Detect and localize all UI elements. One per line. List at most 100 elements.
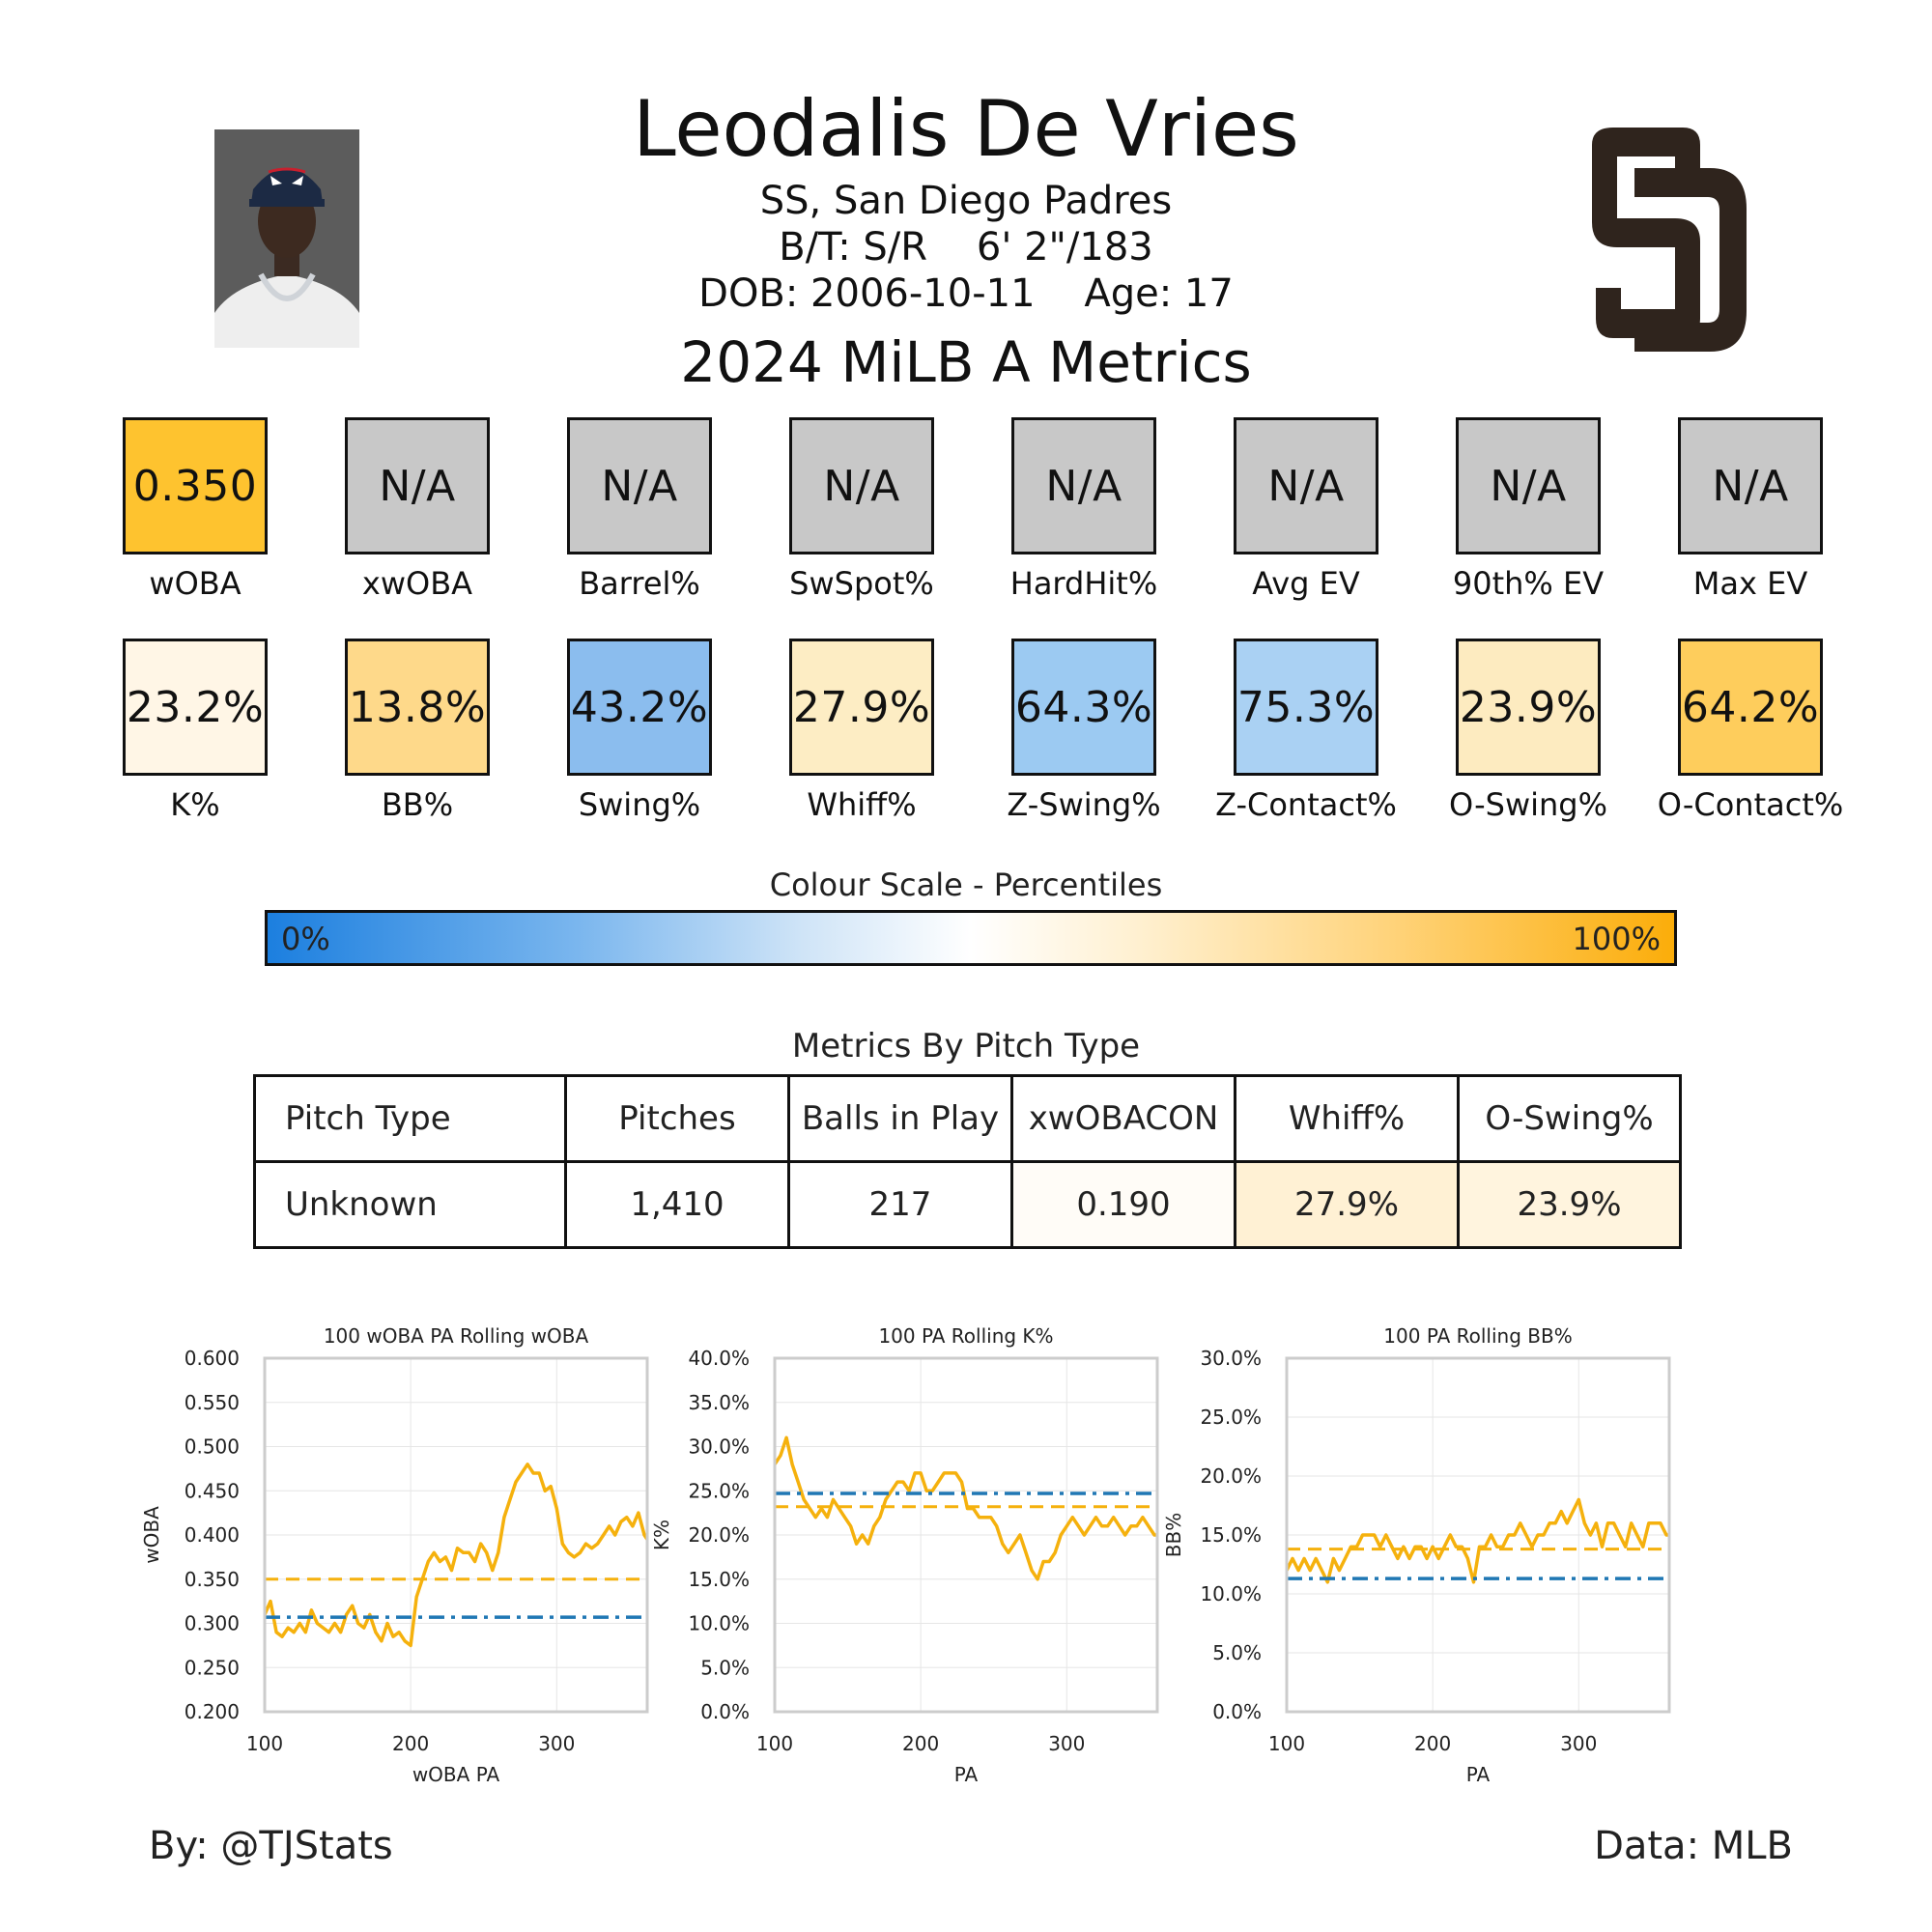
y-tick-label: 0.200 (185, 1700, 240, 1723)
metric-tile: 27.9% Whiff% (765, 639, 958, 824)
y-tick-label: 10.0% (688, 1612, 750, 1635)
header-xwobacon: xwOBACON (1010, 1074, 1236, 1163)
metric-label: Barrel% (579, 565, 700, 602)
x-tick-label: 200 (392, 1732, 429, 1755)
metric-label: 90th% EV (1452, 565, 1605, 602)
y-tick-label: 0.500 (185, 1435, 240, 1459)
metric-value: 23.9% (1456, 639, 1601, 776)
plot-frame (263, 1356, 649, 1714)
x-tick-label: 200 (902, 1732, 939, 1755)
metric-label: Swing% (578, 786, 701, 823)
y-tick-label: 25.0% (688, 1479, 750, 1502)
player-photo (214, 129, 359, 348)
metric-value: N/A (345, 417, 490, 554)
y-tick-label: 15.0% (688, 1568, 750, 1591)
y-tick-label: 30.0% (1200, 1347, 1262, 1370)
x-axis-label: PA (1466, 1763, 1491, 1786)
metric-label: Whiff% (807, 786, 917, 823)
metric-tile: N/A 90th% EV (1432, 417, 1625, 603)
table-header-row: Pitch Type Pitches Balls in Play xwOBACO… (253, 1074, 1682, 1163)
y-tick-label: 0.450 (185, 1479, 240, 1502)
metric-label: xwOBA (361, 565, 473, 602)
header-o-swing: O-Swing% (1457, 1074, 1682, 1163)
chart-title: 100 PA Rolling K% (878, 1324, 1053, 1348)
metric-tile: N/A SwSpot% (765, 417, 958, 603)
y-tick-label: 0.400 (185, 1523, 240, 1547)
cell-pitches: 1,410 (564, 1160, 790, 1249)
y-tick-label: 5.0% (700, 1656, 750, 1679)
metric-tile: 43.2% Swing% (543, 639, 736, 824)
x-tick-label: 100 (1268, 1732, 1305, 1755)
metric-tile: 13.8% BB% (321, 639, 514, 824)
metric-tile: N/A Max EV (1654, 417, 1847, 603)
metric-label: Max EV (1692, 565, 1808, 602)
y-tick-label: 20.0% (688, 1523, 750, 1547)
y-tick-label: 0.250 (185, 1656, 240, 1679)
metric-value: N/A (1678, 417, 1823, 554)
cell-xwobacon: 0.190 (1010, 1160, 1236, 1249)
metric-label: O-Swing% (1449, 786, 1607, 823)
y-tick-label: 0.350 (185, 1568, 240, 1591)
colour-scale-bar: 0% 100% (265, 910, 1677, 966)
x-tick-label: 100 (246, 1732, 283, 1755)
colour-scale-min-label: 0% (281, 921, 330, 957)
y-axis-label: BB% (1162, 1513, 1185, 1557)
player-rolling-line (263, 1463, 649, 1648)
y-tick-label: 0.600 (185, 1347, 240, 1370)
header-whiff: Whiff% (1234, 1074, 1460, 1163)
chart-title: 100 PA Rolling BB% (1383, 1324, 1572, 1348)
metric-label: Z-Swing% (1007, 786, 1161, 823)
metric-value: 27.9% (789, 639, 934, 776)
metric-value: N/A (789, 417, 934, 554)
player-headshot (214, 129, 359, 348)
x-tick-label: 300 (1560, 1732, 1597, 1755)
x-axis-label: wOBA PA (412, 1763, 500, 1786)
rolling-woba-chart: 100 200 300 0.200 0.250 0.300 0.350 0.400 0.450 0… (140, 1324, 649, 1786)
header-balls-in-play: Balls in Play (787, 1074, 1013, 1163)
y-tick-label: 0.0% (700, 1700, 750, 1723)
metric-label: BB% (381, 786, 454, 823)
metric-tile: 23.9% O-Swing% (1432, 639, 1625, 824)
metric-value: 64.3% (1011, 639, 1156, 776)
plot-frame (1285, 1356, 1671, 1714)
footer-credit: By: @TJStats (149, 1824, 393, 1868)
position-team: SS, San Diego Padres (759, 179, 1173, 223)
x-tick-label: 100 (756, 1732, 793, 1755)
metric-value: 0.350 (123, 417, 268, 554)
plot-frame (773, 1356, 1159, 1714)
y-tick-label: 35.0% (688, 1391, 750, 1414)
cell-o-swing: 23.9% (1457, 1160, 1682, 1249)
metric-value: 13.8% (345, 639, 490, 776)
metric-tile: N/A Avg EV (1209, 417, 1403, 603)
y-tick-label: 40.0% (688, 1347, 750, 1370)
y-tick-label: 0.0% (1212, 1700, 1262, 1723)
x-tick-label: 300 (538, 1732, 575, 1755)
table-row: Unknown 1,410 217 0.190 27.9% 23.9% (253, 1160, 1682, 1249)
rolling-bb-chart: 100 200 300 0.0% 5.0% 10.0% 15.0% 20.0% 25.0% 30.… (1162, 1324, 1671, 1786)
y-axis-label: wOBA (140, 1506, 163, 1564)
metric-tile: 64.3% Z-Swing% (987, 639, 1180, 824)
dob-age: DOB: 2006-10-11 Age: 17 (698, 271, 1234, 316)
y-tick-label: 25.0% (1200, 1406, 1262, 1429)
metric-value: 64.2% (1678, 639, 1823, 776)
metric-value: N/A (567, 417, 712, 554)
metric-value: 43.2% (567, 639, 712, 776)
x-axis-label: PA (954, 1763, 979, 1786)
y-tick-label: 0.550 (185, 1391, 240, 1414)
season-title: 2024 MiLB A Metrics (680, 329, 1252, 395)
pitch-type-table: Pitch Type Pitches Balls in Play xwOBACO… (253, 1074, 1682, 1249)
metric-label: Avg EV (1252, 565, 1360, 602)
player-rolling-line (773, 1435, 1157, 1581)
metric-label: Z-Contact% (1215, 786, 1397, 823)
header-pitch-type: Pitch Type (253, 1074, 567, 1163)
metric-value: N/A (1456, 417, 1601, 554)
metric-label: SwSpot% (789, 565, 934, 602)
metric-label: wOBA (149, 565, 242, 602)
bats-throws-height-weight: B/T: S/R 6' 2"/183 (779, 225, 1153, 270)
chart-title: 100 wOBA PA Rolling wOBA (324, 1324, 589, 1348)
pitch-table-title: Metrics By Pitch Type (791, 1027, 1141, 1065)
cell-balls-in-play: 217 (787, 1160, 1013, 1249)
metric-tile: 75.3% Z-Contact% (1209, 639, 1403, 824)
colour-scale-max-label: 100% (1572, 921, 1661, 957)
y-tick-label: 15.0% (1200, 1523, 1262, 1547)
